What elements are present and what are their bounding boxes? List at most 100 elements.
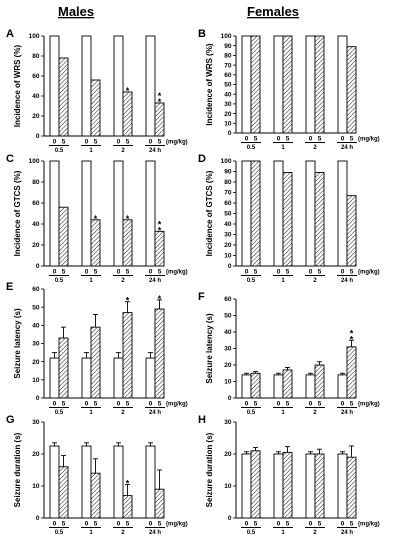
- dose-label: 5: [286, 136, 290, 143]
- significance-marker: *: [126, 86, 130, 96]
- bar-h-24h-dose0: [337, 453, 348, 519]
- significance-marker: *: [158, 294, 162, 304]
- unit-label: (mg/kg): [166, 270, 188, 276]
- bar-g-2-dose5: [122, 495, 133, 519]
- unit-label: (mg/kg): [166, 402, 188, 408]
- bar-b-2-dose5: [314, 35, 325, 134]
- dose-label: 0: [53, 269, 57, 276]
- bar-d-24h-dose0: [337, 160, 348, 267]
- dose-label: 0: [341, 269, 345, 276]
- bar-c-24h-dose5: [154, 230, 165, 267]
- bar-f-1-dose0: [273, 374, 284, 399]
- y-tick-label: 10: [224, 253, 232, 260]
- category-label: 2: [121, 410, 125, 416]
- y-tick-label: 0: [36, 515, 40, 522]
- y-tick-label: 10: [224, 121, 232, 128]
- y-tick-label: 0: [36, 263, 40, 270]
- dose-label: 0: [309, 521, 313, 528]
- bar-d-2-dose5: [314, 172, 325, 267]
- dose-label: 5: [94, 139, 98, 146]
- bar-e-0.5-dose0: [49, 357, 60, 399]
- bar-c-2-dose5: [122, 219, 133, 267]
- dose-label: 0: [309, 401, 313, 408]
- bar-g-2-dose0: [113, 445, 124, 519]
- y-tick-label: 100: [221, 158, 232, 165]
- bar-a-1-dose0: [81, 35, 92, 137]
- y-tick-label: 100: [29, 158, 40, 165]
- category-label: 24 h: [341, 145, 353, 151]
- unit-label: (mg/kg): [358, 137, 380, 143]
- category-label: 2: [313, 410, 317, 416]
- bar-e-0.5-dose5: [58, 337, 69, 399]
- y-tick-label: 80: [32, 179, 40, 186]
- y-tick-label: 0: [228, 395, 232, 402]
- dose-label: 5: [62, 401, 66, 408]
- y-tick-label: 60: [32, 200, 40, 207]
- significance-marker: *: [350, 328, 354, 338]
- y-tick-label: 60: [224, 296, 232, 303]
- dose-label: 5: [94, 521, 98, 528]
- dose-label: 0: [277, 401, 281, 408]
- category-label: 1: [281, 278, 285, 284]
- bar-c-1-dose0: [81, 160, 92, 267]
- y-tick-label: 80: [224, 179, 232, 186]
- significance-marker: *: [126, 296, 130, 306]
- y-tick-label: 60: [224, 72, 232, 79]
- bar-f-1-dose5: [282, 369, 293, 399]
- y-axis-label: Incidence of GTCS (%): [205, 170, 214, 256]
- category-label: 0.5: [55, 278, 64, 284]
- significance-marker: *: [158, 91, 162, 101]
- dose-label: 0: [149, 401, 153, 408]
- bar-f-24h-dose0: [337, 374, 348, 399]
- bar-e-2-dose5: [122, 312, 133, 399]
- bar-b-0.5-dose5: [250, 35, 261, 134]
- y-tick-label: 30: [224, 419, 232, 426]
- y-tick-label: 0: [36, 133, 40, 140]
- dose-label: 5: [126, 139, 130, 146]
- bar-f-24h-dose5: [346, 346, 357, 399]
- bar-h-2-dose5: [314, 453, 325, 519]
- y-axis-label: Seizure duration (s): [13, 432, 22, 507]
- dose-label: 5: [94, 401, 98, 408]
- y-axis-label: Incidence of GTCS (%): [13, 170, 22, 256]
- unit-label: (mg/kg): [358, 270, 380, 276]
- bar-a-2-dose5: [122, 91, 133, 137]
- y-tick-label: 20: [224, 451, 232, 458]
- y-tick-label: 20: [32, 359, 40, 366]
- category-label: 0.5: [55, 530, 64, 536]
- bar-d-1-dose0: [273, 160, 284, 267]
- bar-g-24h-dose5: [154, 488, 165, 519]
- dose-label: 0: [53, 139, 57, 146]
- dose-label: 5: [158, 269, 162, 276]
- y-tick-label: 60: [32, 73, 40, 80]
- dose-label: 0: [149, 521, 153, 528]
- dose-label: 0: [277, 136, 281, 143]
- dose-label: 5: [126, 521, 130, 528]
- bar-h-0.5-dose0: [241, 453, 252, 519]
- bar-f-2-dose5: [314, 364, 325, 399]
- dose-label: 0: [85, 401, 89, 408]
- bar-d-1-dose5: [282, 172, 293, 267]
- bar-d-24h-dose5: [346, 195, 357, 267]
- category-label: 1: [89, 278, 93, 284]
- y-tick-label: 50: [224, 313, 232, 320]
- significance-marker: *: [126, 478, 130, 488]
- bar-e-1-dose0: [81, 357, 92, 399]
- bar-h-0.5-dose5: [250, 450, 261, 519]
- y-axis-label: Seizure latency (s): [13, 308, 22, 379]
- bar-e-2-dose0: [113, 357, 124, 399]
- y-tick-label: 30: [224, 232, 232, 239]
- dose-label: 0: [245, 401, 249, 408]
- dose-label: 0: [245, 521, 249, 528]
- dose-label: 5: [254, 401, 258, 408]
- y-axis-label: Seizure duration (s): [205, 432, 214, 507]
- bar-f-0.5-dose0: [241, 374, 252, 399]
- dose-label: 0: [149, 269, 153, 276]
- dose-label: 5: [62, 139, 66, 146]
- category-label: 0.5: [55, 148, 64, 154]
- category-label: 24 h: [149, 410, 161, 416]
- bar-b-1-dose5: [282, 35, 293, 134]
